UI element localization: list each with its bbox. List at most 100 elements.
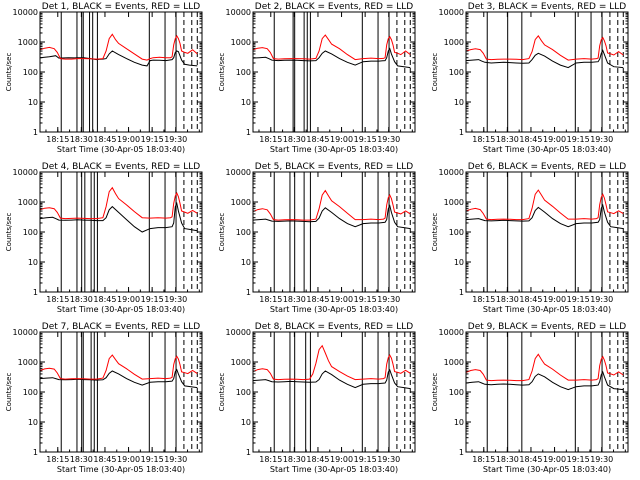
x-tick-label: 19:15 <box>141 135 164 144</box>
panel-title: Det 3, BLACK = Events, RED = LLD <box>468 2 627 12</box>
y-tick-label: 100 <box>23 228 38 237</box>
y-tick-label: 1000 <box>444 38 464 47</box>
y-axis-label: Counts/sec <box>431 53 439 92</box>
y-tick-label: 10 <box>28 418 38 427</box>
detector-panel-7: Det 7, BLACK = Events, RED = LLD 1 10 100 10… <box>5 322 203 474</box>
x-tick-label: 19:30 <box>377 455 400 464</box>
x-tick-label: 19:30 <box>590 295 613 304</box>
x-tick-label: 19:30 <box>590 455 613 464</box>
events-series-line <box>40 368 198 389</box>
panel-title: Det 2, BLACK = Events, RED = LLD <box>255 2 414 12</box>
y-tick-label: 100 <box>236 388 251 397</box>
x-tick-label: 18:15 <box>472 455 495 464</box>
x-tick-label: 18:45 <box>93 295 116 304</box>
y-tick-label: 1000 <box>231 358 251 367</box>
x-tick-label: 19:15 <box>141 455 164 464</box>
y-tick-label: 1 <box>459 448 464 457</box>
x-tick-label: 19:00 <box>330 135 353 144</box>
events-series-line <box>253 204 411 230</box>
y-tick-label: 10000 <box>439 8 464 17</box>
x-axis-label: Start Time (30-Apr-05 18:03:40) <box>57 465 185 474</box>
x-tick-label: 18:15 <box>259 455 282 464</box>
y-tick-label: 10000 <box>226 168 251 177</box>
lld-series-line <box>40 186 198 220</box>
lld-series-line <box>466 35 624 61</box>
detector-panel-5: Det 5, BLACK = Events, RED = LLD 1 10 100 10… <box>218 162 416 314</box>
y-tick-label: 1000 <box>444 198 464 207</box>
lld-series-line <box>253 344 411 381</box>
x-tick-label: 19:30 <box>590 135 613 144</box>
x-axis-label: Start Time (30-Apr-05 18:03:40) <box>270 145 398 154</box>
x-tick-label: 18:30 <box>283 455 306 464</box>
x-tick-label: 18:45 <box>519 135 542 144</box>
y-tick-label: 100 <box>449 68 464 77</box>
y-tick-label: 1 <box>33 128 38 137</box>
y-tick-label: 100 <box>449 388 464 397</box>
x-tick-label: 19:00 <box>543 455 566 464</box>
y-tick-label: 100 <box>23 388 38 397</box>
x-tick-label: 19:30 <box>377 135 400 144</box>
panel-title: Det 8, BLACK = Events, RED = LLD <box>255 322 414 332</box>
x-tick-label: 19:15 <box>354 455 377 464</box>
y-tick-label: 10 <box>454 258 464 267</box>
lld-series-line <box>253 34 411 61</box>
x-tick-label: 19:15 <box>567 295 590 304</box>
x-tick-label: 19:00 <box>117 455 140 464</box>
events-series-line <box>466 49 624 69</box>
detector-panel-4: Det 4, BLACK = Events, RED = LLD 1 10 100 10… <box>5 162 203 314</box>
events-series-line <box>466 203 624 230</box>
x-tick-label: 18:15 <box>46 295 69 304</box>
y-tick-label: 10000 <box>226 328 251 337</box>
detector-panel-1: Det 1, BLACK = Events, RED = LLD 1 10 100 10… <box>5 2 203 154</box>
y-tick-label: 10000 <box>13 328 38 337</box>
x-tick-label: 18:30 <box>496 295 519 304</box>
y-tick-label: 1000 <box>18 198 38 207</box>
x-tick-label: 18:30 <box>283 135 306 144</box>
y-tick-label: 10 <box>241 258 251 267</box>
x-tick-label: 18:15 <box>472 135 495 144</box>
x-tick-label: 18:30 <box>283 295 306 304</box>
x-tick-label: 18:45 <box>519 295 542 304</box>
x-axis-label: Start Time (30-Apr-05 18:03:40) <box>270 305 398 314</box>
events-series-line <box>40 201 198 233</box>
y-axis-label: Counts/sec <box>5 53 13 92</box>
y-axis-label: Counts/sec <box>431 373 439 412</box>
y-tick-label: 100 <box>23 68 38 77</box>
x-tick-label: 18:45 <box>306 455 329 464</box>
x-tick-label: 19:00 <box>330 295 353 304</box>
y-tick-label: 10000 <box>226 8 251 17</box>
y-tick-label: 1 <box>459 288 464 297</box>
y-tick-label: 10000 <box>13 168 38 177</box>
x-tick-label: 19:15 <box>141 295 164 304</box>
y-tick-label: 10 <box>241 98 251 107</box>
detector-panel-2: Det 2, BLACK = Events, RED = LLD 1 10 100 10… <box>218 2 416 154</box>
x-axis-label: Start Time (30-Apr-05 18:03:40) <box>483 465 611 474</box>
y-tick-label: 100 <box>449 228 464 237</box>
panel-title: Det 7, BLACK = Events, RED = LLD <box>42 322 201 332</box>
panel-title: Det 5, BLACK = Events, RED = LLD <box>255 162 414 172</box>
x-tick-label: 19:30 <box>377 295 400 304</box>
y-tick-label: 1000 <box>231 198 251 207</box>
x-axis-label: Start Time (30-Apr-05 18:03:40) <box>483 305 611 314</box>
lld-series-line <box>40 33 198 61</box>
y-tick-label: 10000 <box>439 328 464 337</box>
detector-panel-3: Det 3, BLACK = Events, RED = LLD 1 10 100 10… <box>431 2 629 154</box>
x-tick-label: 19:15 <box>567 455 590 464</box>
x-tick-label: 18:15 <box>46 455 69 464</box>
y-tick-label: 1000 <box>18 358 38 367</box>
plot-area <box>466 172 624 292</box>
x-tick-label: 18:45 <box>93 455 116 464</box>
x-tick-label: 19:00 <box>117 295 140 304</box>
x-tick-label: 18:15 <box>259 295 282 304</box>
x-tick-label: 19:30 <box>164 455 187 464</box>
panel-title: Det 1, BLACK = Events, RED = LLD <box>42 2 201 12</box>
x-tick-label: 18:30 <box>70 135 93 144</box>
x-tick-label: 18:15 <box>259 135 282 144</box>
y-tick-label: 1 <box>246 448 251 457</box>
y-tick-label: 1 <box>33 288 38 297</box>
x-tick-label: 19:00 <box>117 135 140 144</box>
x-tick-label: 18:45 <box>519 455 542 464</box>
y-tick-label: 1000 <box>444 358 464 367</box>
y-tick-label: 10000 <box>13 8 38 17</box>
